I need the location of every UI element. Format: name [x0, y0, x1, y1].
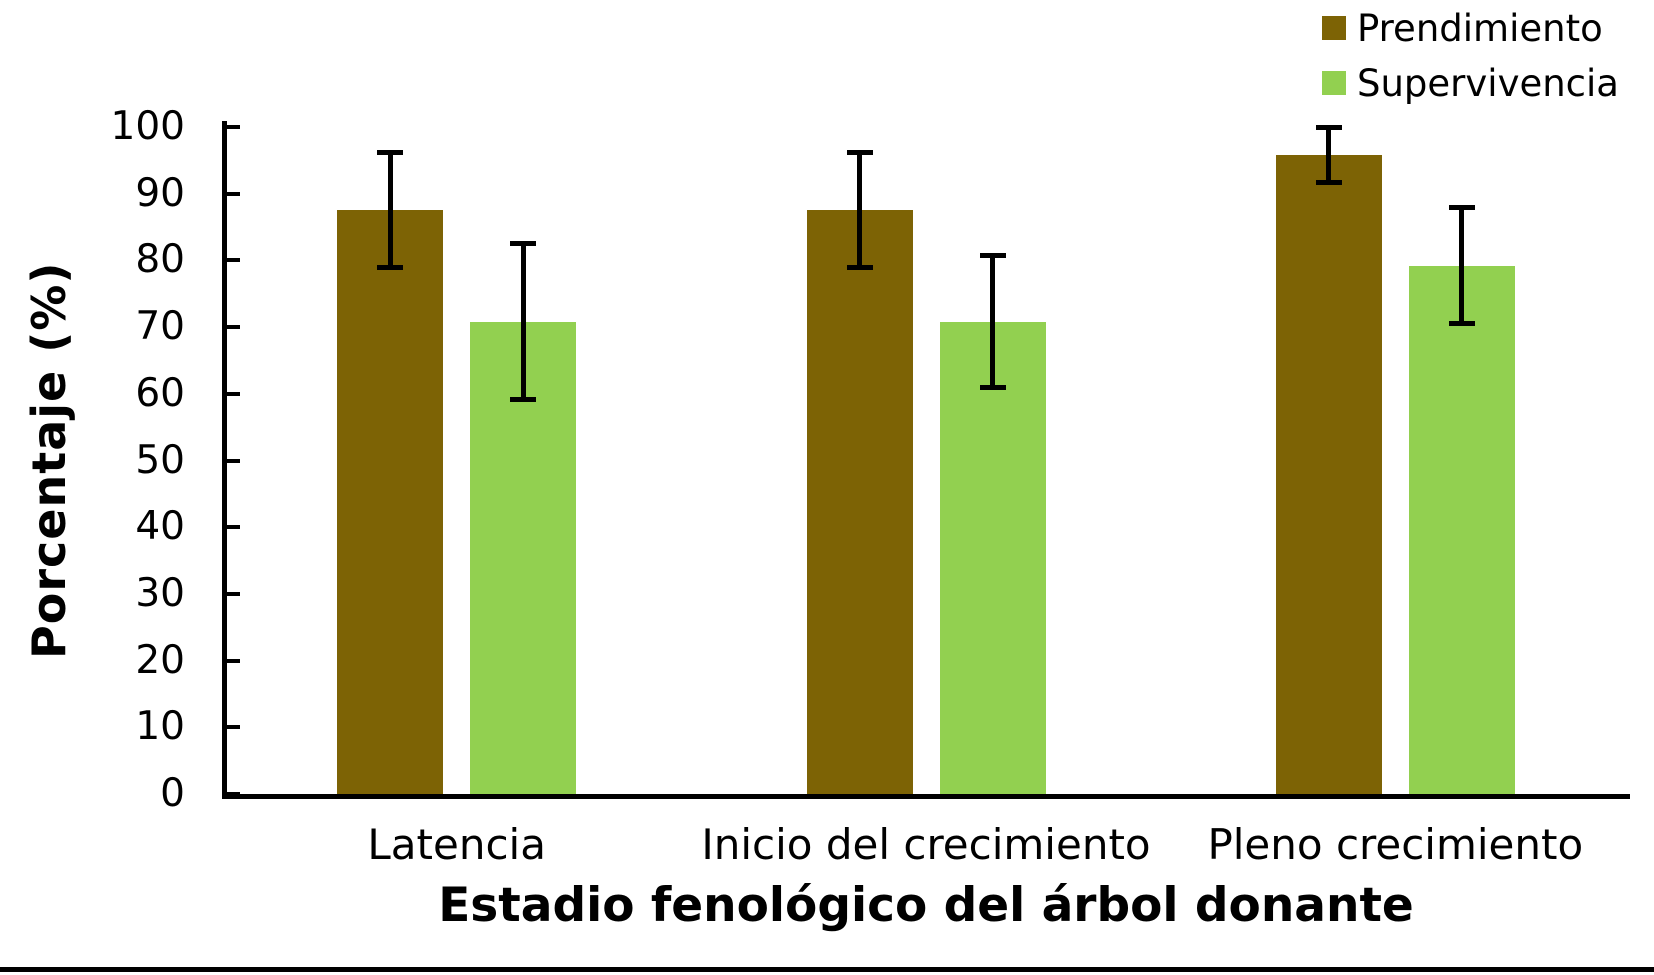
error-bar-line-supervivencia-1: [520, 243, 526, 401]
error-bar-cap-bottom-supervivencia-1: [510, 397, 537, 403]
error-bar-cap-top-supervivencia-3: [1448, 205, 1475, 211]
x-tick-label-3: Pleno crecimiento: [1207, 820, 1584, 869]
error-bar-cap-bottom-prendimiento-3: [1315, 180, 1342, 186]
legend-item-prendimiento: Prendimiento: [1322, 6, 1619, 50]
y-tick-label-30: 30: [135, 570, 185, 616]
y-tick-mark-70: [227, 325, 240, 330]
y-tick-mark-100: [227, 125, 240, 129]
x-axis-title: Estadio fenológico del árbol donante: [438, 878, 1414, 933]
y-tick-label-70: 70: [135, 304, 185, 350]
y-tick-mark-10: [227, 725, 240, 730]
legend-swatch-prendimiento-icon: [1322, 16, 1346, 40]
y-tick-mark-50: [227, 458, 240, 463]
error-bar-cap-top-supervivencia-2: [979, 253, 1006, 259]
y-tick-label-0: 0: [160, 771, 185, 816]
y-tick-label-20: 20: [135, 637, 185, 683]
legend-swatch-supervivencia-icon: [1322, 71, 1346, 95]
y-tick-mark-60: [227, 391, 240, 396]
error-bar-line-prendimiento-2: [857, 152, 862, 269]
legend-label-prendimiento: Prendimiento: [1357, 6, 1603, 50]
y-tick-label-10: 10: [135, 704, 185, 750]
bar-prendimiento-1: [337, 210, 444, 794]
x-axis-line: [222, 794, 1630, 799]
y-tick-label-90: 90: [135, 170, 185, 216]
error-bar-cap-top-prendimiento-1: [377, 150, 404, 156]
error-bar-cap-bottom-supervivencia-3: [1448, 321, 1475, 327]
error-bar-line-supervivencia-2: [990, 255, 995, 389]
y-tick-mark-30: [227, 591, 240, 596]
y-tick-mark-40: [227, 525, 240, 530]
y-tick-mark-0: [227, 792, 240, 796]
legend-label-supervivencia: Supervivencia: [1357, 61, 1619, 105]
error-bar-cap-top-prendimiento-3: [1315, 125, 1342, 130]
error-bar-line-prendimiento-1: [387, 152, 393, 269]
error-bar-cap-bottom-supervivencia-2: [979, 385, 1006, 391]
y-tick-mark-80: [227, 258, 240, 263]
y-tick-mark-20: [227, 658, 240, 663]
x-tick-label-2: Inicio del crecimiento: [701, 820, 1151, 869]
y-axis-line: [222, 121, 227, 799]
y-tick-mark-90: [227, 191, 240, 196]
bar-prendimiento-3: [1275, 155, 1382, 794]
y-tick-label-40: 40: [135, 504, 185, 550]
error-bar-cap-bottom-prendimiento-2: [846, 265, 873, 271]
error-bar-cap-top-supervivencia-1: [510, 241, 537, 247]
error-bar-line-supervivencia-3: [1459, 207, 1465, 325]
y-tick-label-50: 50: [135, 437, 185, 483]
error-bar-cap-bottom-prendimiento-1: [377, 265, 404, 271]
bar-prendimiento-2: [806, 210, 913, 794]
x-tick-label-1: Latencia: [367, 820, 546, 869]
y-tick-label-60: 60: [135, 370, 185, 416]
bar-supervivencia-2: [939, 321, 1046, 794]
y-tick-label-80: 80: [135, 237, 185, 283]
legend: Prendimiento Supervivencia: [1322, 6, 1619, 105]
bottom-border-line: [0, 967, 1654, 972]
error-bar-line-prendimiento-3: [1326, 127, 1332, 184]
y-tick-label-100: 100: [110, 104, 185, 149]
bar-supervivencia-3: [1408, 265, 1515, 794]
legend-item-supervivencia: Supervivencia: [1322, 61, 1619, 105]
error-bar-cap-top-prendimiento-2: [846, 150, 873, 156]
